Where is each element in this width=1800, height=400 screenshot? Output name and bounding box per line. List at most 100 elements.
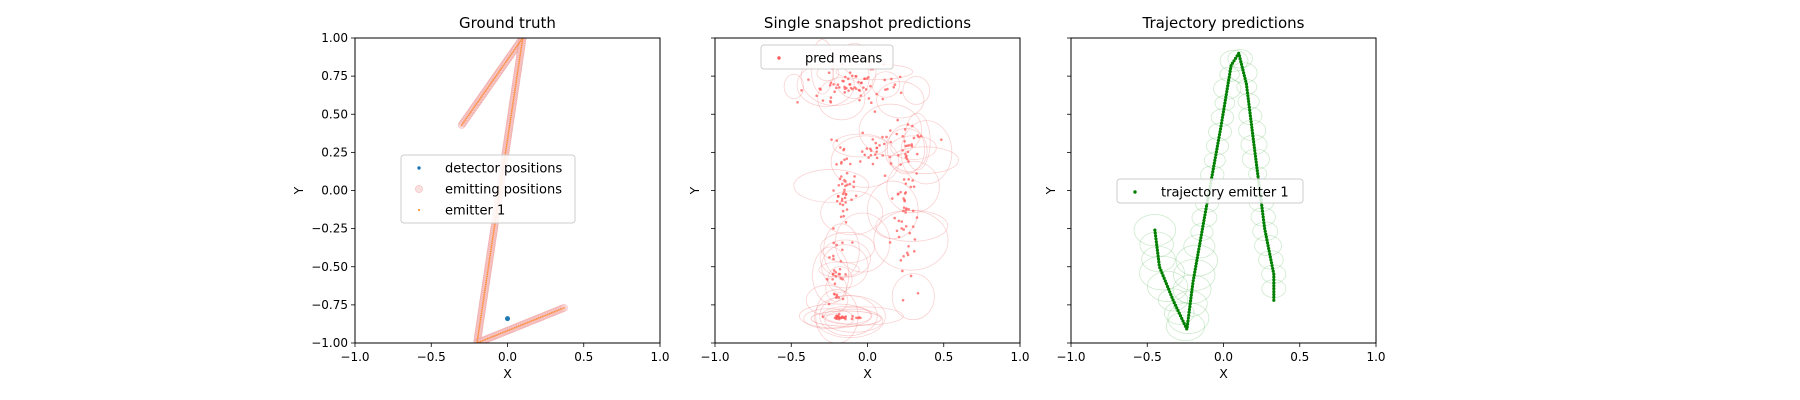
uncertainty-ellipse [830,135,900,188]
emitter-1-marker [490,244,493,247]
trajectory-marker [1263,229,1267,233]
emitter-1-marker [467,114,470,117]
trajectory-marker [1239,62,1244,66]
trajectory-marker [1262,223,1266,228]
emitter-1-marker [518,60,521,62]
emitter-1-marker [492,335,494,338]
trajectory-marker [1253,148,1257,153]
trajectory-marker [1158,266,1162,270]
pred-mean-marker [873,153,877,156]
emitter-1-marker [516,73,519,76]
pred-mean-marker [899,91,903,95]
pred-mean-marker [831,277,834,281]
pred-mean-marker [854,87,858,90]
trajectory-marker [1211,170,1215,174]
emitter-1-marker [477,335,479,338]
emitter-1-marker [481,306,484,309]
pred-mean-marker [846,183,849,187]
trajectory-marker [1254,157,1258,161]
uncertainty-ellipse [799,303,872,329]
pred-mean-marker [842,190,846,194]
uncertainty-ellipse [1167,302,1210,334]
emitter-1-marker [518,62,520,64]
emitter-1-marker [476,337,479,340]
pred-mean-marker [875,150,878,153]
uncertainty-ellipse [824,308,884,333]
emitter-1-marker [481,308,483,311]
emitter-1-marker [478,328,481,330]
trajectory-marker [1255,169,1259,173]
pred-mean-marker [854,75,857,78]
emitter-1-marker [505,59,508,62]
pred-mean-marker [900,227,903,230]
emitter-1-marker [509,116,512,119]
pred-mean-marker [858,98,861,102]
trajectory-marker [1176,308,1180,313]
trajectory-marker [1269,258,1273,262]
emitter-1-marker [461,122,464,125]
trajectory-marker [1249,120,1253,124]
trajectory-marker [1165,284,1170,289]
pred-mean-marker [869,84,872,88]
uncertainty-ellipse [1191,207,1218,228]
uncertainty-ellipse [1241,148,1270,170]
trajectory-marker [1220,118,1224,122]
emitter-1-marker [544,314,547,317]
trajectory-marker [1210,173,1214,177]
pred-mean-marker [846,77,850,81]
emitter-1-marker [478,326,481,328]
pred-mean-marker [843,188,846,192]
emitter-1-marker [507,135,509,138]
uncertainty-ellipse [821,244,869,289]
trajectory-marker [1192,273,1196,277]
pred-mean-marker [859,81,863,85]
trajectory-marker [1223,101,1227,105]
pred-mean-marker [901,134,905,138]
trajectory-marker [1153,231,1157,235]
pred-mean-marker [844,220,848,224]
chart-title: Trajectory predictions [1142,14,1305,32]
emitter-1-marker [514,85,517,88]
pred-mean-marker [917,135,921,139]
pred-mean-marker [906,123,910,126]
emitter-1-marker [546,313,549,316]
trajectory-marker [1170,295,1174,299]
trajectory-marker [1230,61,1235,65]
pred-mean-marker [903,128,907,131]
pred-mean-marker [904,224,908,228]
trajectory-marker [1272,287,1276,291]
pred-mean-marker [829,96,833,99]
x-tick-label: 0.0 [498,350,517,364]
emitter-1-marker [503,62,506,65]
trajectory-marker [1154,237,1158,241]
emitter-1-marker [491,80,494,83]
pred-mean-marker [841,297,845,301]
trajectory-marker [1195,256,1199,260]
emitter-1-marker [518,58,521,61]
pred-mean-marker [833,293,837,296]
pred-mean-marker [907,245,910,248]
trajectory-marker [1171,298,1175,302]
uncertainty-ellipse [873,210,949,271]
uncertainty-ellipse [817,77,866,121]
x-tick-label: 0.5 [1290,350,1309,364]
emitter-1-marker [507,130,510,132]
x-tick-label: −1.0 [700,350,729,364]
pred-mean-marker [835,163,838,166]
pred-mean-marker [909,185,913,189]
trajectory-marker [1187,310,1191,315]
y-axis-label: Y [291,186,306,195]
trajectory-marker [1260,206,1264,210]
x-axis-label: X [1219,366,1228,381]
legend-marker [1133,190,1137,194]
legend-box [400,154,576,224]
emitter-1-marker [517,325,520,328]
emitter-1-marker [517,66,520,68]
trajectory-marker [1241,68,1245,72]
trajectory-marker [1247,105,1251,109]
emitter-1-marker [488,337,491,339]
emitter-1-marker [513,48,516,51]
y-tick-label: 0.25 [321,145,348,159]
uncertainty-ellipse [1172,274,1212,305]
pred-mean-marker [833,90,836,94]
